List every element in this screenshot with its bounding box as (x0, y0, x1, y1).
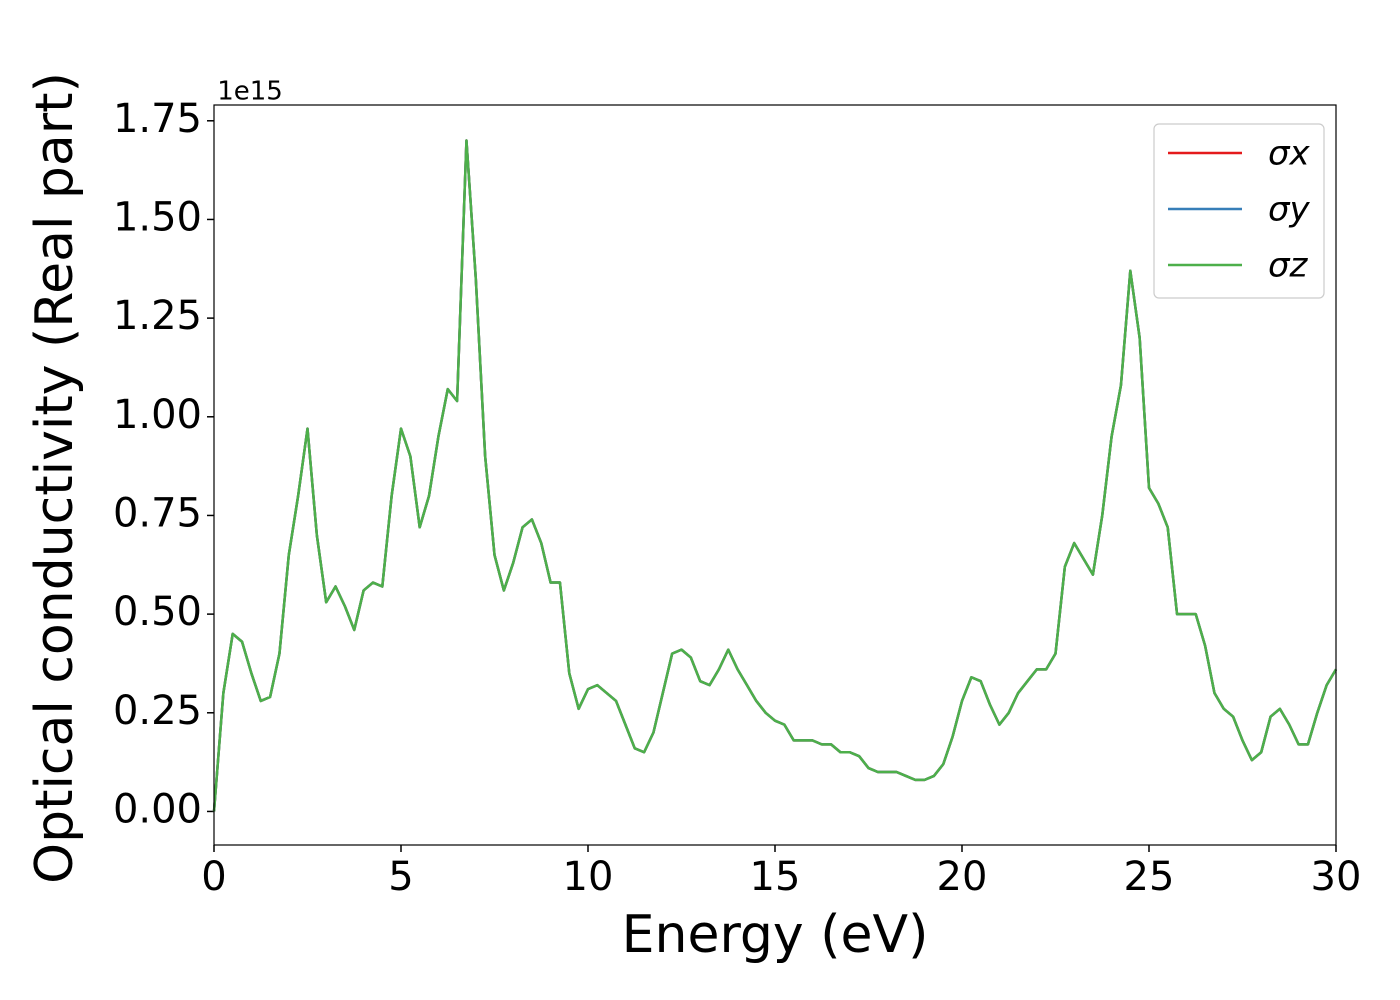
legend-box (1153, 123, 1325, 299)
y-tick-label: 1.75 (113, 96, 202, 142)
x-tick-label: 5 (388, 854, 413, 900)
legend-label: σx (1268, 134, 1311, 174)
x-axis-label: Energy (eV) (622, 905, 929, 965)
y-tick-label: 1.25 (113, 293, 202, 339)
y-tick-label: 0.00 (113, 786, 202, 832)
series-line (212, 139, 1338, 812)
y-axis-label: Optical conductivity (Real part) (25, 72, 85, 884)
x-tick-label: 20 (937, 854, 988, 900)
legend-label: σy (1268, 190, 1311, 230)
y-tick-label: 0.75 (113, 490, 202, 536)
offset-label: 1e15 (217, 77, 283, 107)
y-tick-label: 1.50 (113, 194, 202, 240)
x-tick-label: 10 (563, 854, 614, 900)
x-tick-label: 30 (1311, 854, 1362, 900)
legend-label: σz (1268, 246, 1309, 286)
y-tick-label: 0.25 (113, 688, 202, 734)
plot-frame (213, 104, 1337, 846)
x-tick-label: 25 (1124, 854, 1175, 900)
x-tick-label: 0 (201, 854, 226, 900)
x-tick-label: 15 (750, 854, 801, 900)
y-tick-label: 1.00 (113, 392, 202, 438)
y-tick-label: 0.50 (113, 589, 202, 635)
